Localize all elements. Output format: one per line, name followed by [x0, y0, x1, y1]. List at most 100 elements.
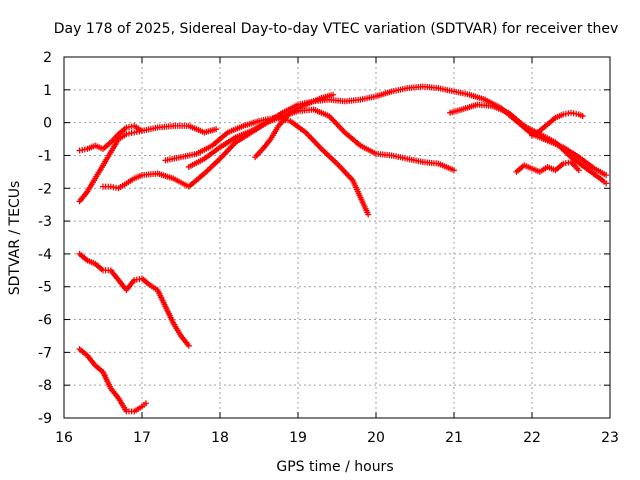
x-tick-label: 18: [211, 430, 229, 446]
x-tick-label: 23: [601, 430, 619, 446]
data-point-run: [171, 321, 183, 338]
data-point-run: [538, 132, 557, 145]
data-point-run: [546, 116, 557, 126]
data-point-run: [531, 166, 541, 174]
data-point-run: [108, 137, 121, 154]
y-axis-label: SDTVAR / TECUs: [7, 181, 23, 296]
x-axis-label: GPS time / hours: [276, 459, 393, 475]
data-point-run: [156, 171, 175, 181]
data-point-run: [126, 130, 135, 137]
data-point-run: [133, 128, 143, 135]
data-point: [330, 91, 337, 98]
data-point-run: [593, 166, 608, 178]
data-point-run: [93, 262, 105, 272]
data-point-run: [538, 122, 549, 133]
y-tick-label: -6: [38, 313, 52, 329]
data-point-run: [289, 102, 307, 115]
data-point-run: [156, 123, 174, 131]
data-point-run: [343, 130, 362, 148]
data-point-run: [101, 140, 113, 151]
series-track-4: [76, 250, 192, 349]
y-tick-label: -1: [38, 148, 52, 164]
data-point-run: [268, 124, 281, 141]
data-point-run: [350, 179, 371, 216]
data-point-run: [344, 96, 362, 105]
data-point-run: [515, 163, 526, 174]
data-point-run: [94, 143, 104, 152]
y-tick-label: -4: [38, 247, 52, 263]
data-point-run: [155, 288, 168, 308]
data-point-run: [218, 135, 237, 150]
y-tick-label: -3: [38, 214, 52, 230]
data-point-run: [116, 397, 129, 413]
data-point-run: [265, 113, 284, 125]
data-point-run: [569, 160, 581, 172]
data-point-run: [218, 140, 238, 161]
data-point-run: [126, 123, 135, 130]
data-point-run: [554, 140, 573, 159]
data-point-run: [93, 363, 105, 374]
data-point-run: [203, 157, 222, 175]
data-point-run: [100, 370, 113, 390]
data-point-run: [531, 129, 541, 138]
axes: 16 17 18 19 20 21 22 23 -9 -8 -7 -6 -5 -4 -3 -2 -1 0 1 2: [38, 50, 619, 446]
data-point-run: [140, 276, 152, 287]
data-point-run: [109, 269, 121, 282]
series-track-8: [252, 91, 337, 161]
data-point-run: [570, 110, 580, 117]
data-point-run: [569, 155, 588, 171]
data-point-run: [203, 145, 222, 161]
data-point-run: [101, 151, 113, 167]
data-point-run: [187, 171, 206, 189]
data-point-run: [281, 102, 300, 115]
data-point: [185, 342, 192, 349]
data-point-run: [187, 156, 206, 169]
data-point-run: [148, 283, 159, 292]
series-track-11: [529, 109, 586, 139]
series-track-10: [513, 159, 582, 175]
data-point-run: [288, 119, 308, 135]
series-track-5: [76, 346, 149, 415]
y-tick-label: -8: [38, 378, 52, 394]
data-point-run: [133, 276, 143, 283]
data-point-run: [117, 125, 128, 136]
data-point-run: [507, 111, 526, 128]
data-point-run: [110, 184, 119, 191]
data-point-run: [359, 143, 378, 156]
data-point-run: [141, 125, 159, 134]
data-point-run: [86, 143, 97, 152]
data-point-run: [577, 155, 596, 171]
y-tick-label: -9: [38, 411, 52, 427]
data-point-run: [562, 110, 572, 117]
data-point-run: [93, 164, 105, 180]
data-point-run: [79, 146, 88, 153]
data-point-run: [277, 111, 292, 128]
chart-title: Day 178 of 2025, Sidereal Day-to-day VTE…: [54, 21, 618, 37]
data-point-run: [304, 95, 323, 107]
data-point: [603, 180, 610, 187]
data-point-run: [125, 176, 136, 186]
data-point-run: [133, 404, 143, 414]
data-point-run: [78, 347, 89, 358]
y-tick-label: 1: [43, 83, 52, 99]
data-point-run: [261, 137, 273, 151]
x-tick-label: 20: [367, 430, 385, 446]
x-tick-label: 19: [289, 430, 307, 446]
data-point-run: [468, 92, 487, 102]
data-point: [142, 400, 149, 407]
data-point-run: [180, 151, 198, 160]
data-point-run: [554, 112, 565, 120]
y-tick-label: 0: [43, 116, 52, 132]
data-point-run: [102, 183, 112, 190]
data-point-run: [554, 162, 565, 172]
data-point-run: [85, 177, 98, 193]
data-point-run: [164, 154, 182, 163]
data-point: [603, 172, 610, 179]
x-tick-label: 17: [133, 430, 151, 446]
y-tick-label: -5: [38, 280, 52, 296]
data-point-run: [390, 85, 408, 94]
data-point: [575, 167, 582, 174]
data-point-run: [253, 147, 265, 159]
data-point: [365, 211, 372, 218]
data-point: [579, 113, 586, 120]
